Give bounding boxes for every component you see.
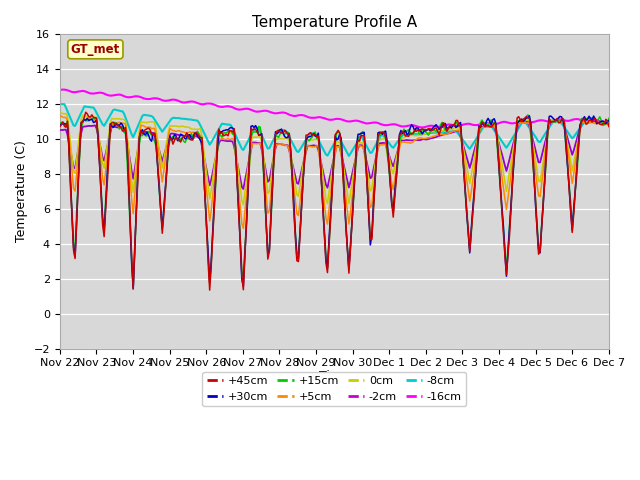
Title: Temperature Profile A: Temperature Profile A <box>252 15 417 30</box>
Text: GT_met: GT_met <box>71 43 120 56</box>
X-axis label: Time: Time <box>319 370 349 383</box>
Y-axis label: Temperature (C): Temperature (C) <box>15 140 28 242</box>
Legend: +45cm, +30cm, +15cm, +5cm, 0cm, -2cm, -8cm, -16cm: +45cm, +30cm, +15cm, +5cm, 0cm, -2cm, -8… <box>202 372 467 406</box>
